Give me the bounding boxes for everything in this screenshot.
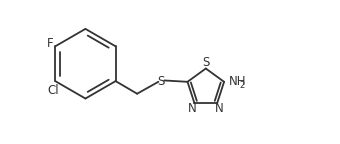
Text: NH: NH [229, 75, 246, 88]
Text: S: S [157, 75, 165, 88]
Text: 2: 2 [239, 81, 244, 90]
Text: S: S [202, 56, 209, 69]
Text: N: N [188, 102, 197, 115]
Text: N: N [215, 102, 224, 115]
Text: Cl: Cl [48, 84, 60, 97]
Text: F: F [47, 37, 54, 50]
